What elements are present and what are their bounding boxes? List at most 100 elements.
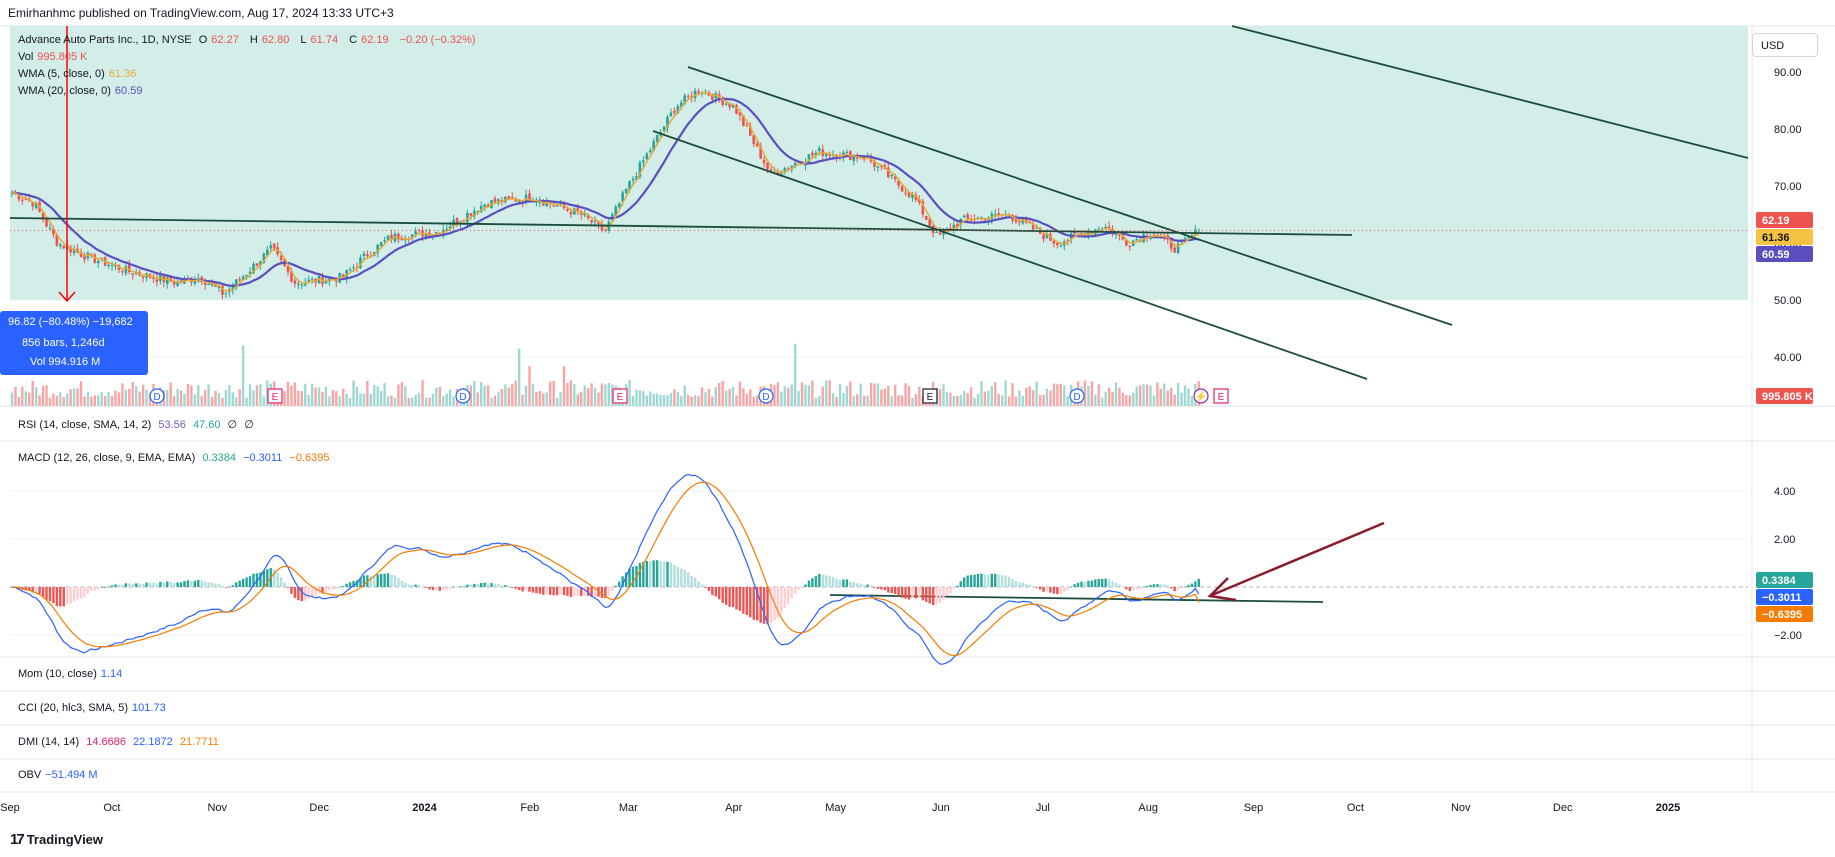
- volume-bar: [583, 385, 586, 406]
- volume-bar: [990, 386, 993, 406]
- macd-hist-bar: [379, 573, 383, 587]
- macd-hist-bar: [193, 580, 197, 587]
- tradingview-logo[interactable]: 17 TradingView: [10, 831, 103, 848]
- candle-body: [379, 242, 383, 246]
- candle-body: [711, 94, 714, 100]
- candle-body: [914, 194, 918, 201]
- macd-hist-bar: [480, 583, 483, 587]
- macd-hist-bar: [711, 587, 714, 596]
- candle-body: [155, 278, 159, 283]
- macd-hist-bar: [338, 586, 341, 588]
- volume-bar: [366, 380, 369, 406]
- candle-body: [538, 201, 542, 203]
- candle-body: [893, 176, 897, 180]
- volume-bar: [514, 380, 517, 406]
- macd-hist-bar: [121, 585, 124, 587]
- volume-bar: [783, 386, 786, 406]
- event-marker-label: E: [927, 392, 934, 403]
- macd-hist-bar: [400, 580, 404, 587]
- volume-bar: [562, 366, 566, 406]
- macd-hist-bar: [493, 583, 497, 587]
- candle-body: [517, 200, 521, 203]
- macd-hist-bar: [862, 584, 866, 587]
- volume-bar: [1187, 388, 1190, 406]
- macd-hist-bar: [252, 573, 255, 587]
- macd-hist-bar: [721, 587, 724, 603]
- close-value: C 62.19: [349, 34, 392, 46]
- volume-bar: [307, 394, 310, 406]
- macd-hist-bar: [1076, 582, 1080, 587]
- macd-hist-bar: [148, 582, 152, 587]
- candle-body: [1194, 229, 1197, 235]
- volume-bar: [435, 387, 438, 406]
- candle-body: [655, 135, 659, 142]
- macd-hist-bar: [528, 587, 531, 592]
- volume-bar: [1063, 385, 1066, 406]
- macd-hist-bar: [511, 587, 514, 588]
- volume-bar: [655, 393, 659, 406]
- macd-hist-bar: [221, 586, 224, 588]
- macd-hist-bar: [210, 582, 214, 587]
- macd-hist-bar: [1056, 587, 1059, 595]
- macd-hist-bar: [845, 579, 849, 587]
- volume-bar: [110, 396, 114, 406]
- volume-bar: [728, 388, 731, 406]
- volume-bar: [48, 397, 52, 406]
- candle-body: [62, 245, 66, 249]
- dividend-event-marker: [149, 388, 165, 404]
- volume-bar: [1052, 383, 1056, 406]
- candle-body: [1066, 240, 1069, 242]
- candle-body: [96, 260, 100, 264]
- candle-body: [445, 228, 448, 230]
- candle-body: [45, 219, 48, 227]
- candle-body: [907, 191, 911, 197]
- volume-bar: [511, 384, 514, 406]
- candle-body: [124, 265, 128, 274]
- volume-bar: [745, 393, 749, 406]
- volume-bar: [876, 383, 880, 406]
- macd-hist-bar: [828, 576, 831, 587]
- volume-bar: [352, 380, 355, 406]
- macd-hist-bar: [172, 582, 176, 587]
- currency-button[interactable]: USD: [1752, 33, 1818, 57]
- macd-hist-bar: [83, 587, 86, 598]
- volume-bar: [28, 392, 31, 406]
- candle-body: [128, 264, 131, 273]
- volume-bar: [235, 397, 238, 406]
- macd-hist-bar: [38, 587, 41, 595]
- candle-body: [259, 261, 262, 266]
- candle-body: [776, 171, 780, 176]
- macd-hist-bar: [28, 587, 31, 591]
- macd-hist-bar: [452, 586, 455, 588]
- candle-body: [397, 233, 400, 240]
- macd-hist-bar: [283, 582, 286, 587]
- macd-hist-bar: [504, 585, 507, 587]
- macd-hist-bar: [342, 586, 345, 587]
- macd-hist-bar: [1014, 581, 1018, 587]
- macd-signal-value: −0.6395: [289, 452, 330, 464]
- macd-trendline: [829, 594, 1324, 603]
- split-event-marker: [1193, 388, 1209, 404]
- macd-hist-bar: [1094, 579, 1097, 587]
- volume-bar: [59, 392, 62, 406]
- volume-bar: [652, 393, 655, 406]
- volume-bar: [700, 387, 704, 406]
- volume-bar: [100, 392, 103, 406]
- volume-bar: [128, 388, 131, 406]
- candle-body: [21, 199, 24, 201]
- macd-hist-bar: [552, 587, 555, 596]
- horizontal-support-trendline: [9, 217, 1353, 236]
- candle-body: [845, 151, 849, 153]
- volume-bar: [635, 389, 638, 406]
- volume-bar: [338, 396, 341, 406]
- macd-hist-bar: [241, 578, 245, 587]
- macd-hist-bar: [811, 578, 814, 587]
- volume-bar: [649, 391, 652, 406]
- measure-line-3: Vol 994.916 M: [30, 356, 101, 368]
- candle-body: [455, 218, 459, 224]
- volume-bar: [397, 384, 400, 406]
- candle-body: [662, 126, 666, 131]
- macd-hist-bar: [1125, 587, 1128, 590]
- macd-hist-bar: [897, 587, 900, 596]
